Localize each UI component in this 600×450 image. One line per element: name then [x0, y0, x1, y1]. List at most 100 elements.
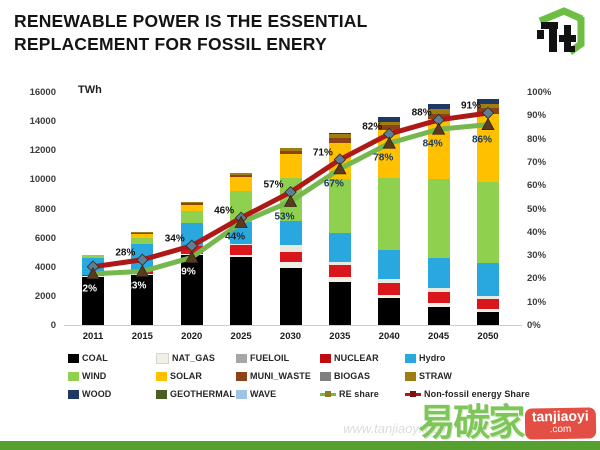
y-axis-left-tick: 14000 — [29, 116, 56, 128]
page-title: RENEWABLE POWER IS THE ESSENTIAL REPLACE… — [14, 10, 368, 56]
legend-item-geothermal: GEOTHERMAL — [156, 388, 235, 400]
share-percent-label: 91% — [460, 100, 482, 112]
bar-segment-fueloil-2045 — [427, 288, 450, 293]
x-axis-year-label: 2030 — [279, 331, 302, 342]
legend-label: SOLAR — [170, 371, 202, 381]
y-axis-right-tick: 0% — [527, 320, 541, 331]
legend-label: RE share — [339, 389, 379, 399]
bar-segment-coal-2015 — [131, 274, 154, 325]
legend-label: FUELOIL — [250, 353, 290, 363]
share-percent-label: 71% — [312, 147, 333, 159]
legend-swatch-icon — [236, 353, 247, 363]
title-line-2: REPLACEMENT FOR FOSSIL ENERY — [14, 34, 327, 54]
company-logo-icon — [537, 7, 585, 55]
watermark-badge: tanjiaoyi .com — [524, 406, 597, 440]
bar-segment-coal-2030 — [279, 268, 302, 325]
bar-segment-coal-2011 — [82, 276, 104, 325]
y-axis-left-tick: 8000 — [34, 203, 56, 215]
legend-swatch-icon — [320, 371, 331, 381]
bar-segment-coal-2035 — [328, 282, 351, 325]
legend-item-solar: SOLAR — [156, 370, 202, 382]
y-axis-left-tick: 2000 — [34, 290, 56, 302]
x-axis-year-label: 2020 — [181, 331, 203, 342]
legend-item-biogas: BIOGAS — [320, 370, 370, 382]
bar-segment-wood-2050 — [477, 98, 499, 104]
share-percent-label: 86% — [471, 134, 493, 146]
y-axis-right-tick: 70% — [527, 156, 547, 168]
y-axis-left-tick: 16000 — [29, 87, 56, 98]
bar-segment-nat_gas-2050 — [477, 309, 499, 313]
bar-segment-coal-2040 — [378, 298, 401, 325]
legend-label: WIND — [82, 371, 107, 381]
footer-accent-bar — [0, 441, 600, 450]
bar-segment-nat_gas-2040 — [378, 294, 401, 299]
legend-line-marker-icon — [320, 390, 336, 399]
legend-label: GEOTHERMAL — [170, 389, 235, 399]
legend-label: NUCLEAR — [334, 353, 379, 363]
watermark-badge-line1: tanjiaoyi — [531, 407, 590, 424]
bar-segment-straw-2050 — [477, 103, 499, 109]
legend-swatch-icon — [405, 353, 416, 363]
x-axis-year-label: 2035 — [329, 331, 351, 342]
share-percent-label: 84% — [422, 138, 443, 150]
share-percent-label: 82% — [362, 121, 383, 133]
legend-swatch-icon — [236, 371, 247, 381]
legend-item-muni-waste: MUNI_WASTE — [236, 370, 311, 382]
legend-item-nuclear: NUCLEAR — [320, 352, 379, 364]
legend-item-fueloil: FUELOIL — [236, 352, 289, 364]
x-axis-year-label: 2045 — [428, 331, 450, 342]
x-axis-year-label: 2050 — [477, 331, 499, 342]
legend-swatch-icon — [156, 371, 167, 381]
legend-label: Hydro — [419, 353, 446, 363]
faint-url-watermark: www.tanjiaoyi.com — [343, 421, 450, 436]
y-axis-right-tick: 100% — [527, 87, 552, 98]
y-axis-left-tick: 0 — [50, 320, 56, 331]
bar-segment-nuclear-2045 — [427, 292, 450, 304]
x-axis-year-label: 2040 — [378, 331, 400, 342]
legend-label: WAVE — [250, 389, 277, 399]
legend-item-hydro: Hydro — [405, 352, 446, 364]
y-axis-right-tick: 60% — [527, 180, 547, 192]
share-percent-label: 22% — [76, 283, 98, 295]
legend-swatch-icon — [156, 389, 167, 399]
y-axis-right-tick: 10% — [527, 296, 547, 308]
bar-segment-nuclear-2040 — [378, 282, 401, 295]
share-percent-label: 28% — [115, 247, 136, 259]
bar-segment-nuclear-2050 — [477, 299, 499, 310]
legend-swatch-icon — [320, 353, 331, 363]
bar-segment-wood-2045 — [427, 104, 450, 110]
legend-swatch-icon — [68, 353, 79, 363]
y-axis-left-tick: 10000 — [29, 174, 56, 186]
share-percent-label: 67% — [323, 178, 344, 190]
bar-segment-fueloil-2050 — [477, 296, 499, 300]
legend-item-wave: WAVE — [236, 388, 276, 400]
legend-label: STRAW — [419, 371, 452, 381]
legend-item-coal: COAL — [68, 352, 108, 364]
bar-segment-nat_gas-2035 — [328, 277, 351, 283]
legend-item-re-share: RE share — [320, 388, 379, 400]
bar-segment-fueloil-2040 — [378, 279, 401, 283]
y-axis-right-tick: 50% — [527, 203, 547, 215]
bar-segment-coal-2045 — [427, 307, 450, 325]
x-axis-year-label: 2025 — [230, 331, 252, 342]
y-axis-left-tick: 4000 — [34, 261, 56, 273]
watermark: 易碳家 tanjiaoyi .com — [418, 402, 597, 443]
watermark-chinese-text: 易碳家 — [418, 402, 525, 443]
y-axis-right-tick: 40% — [527, 226, 547, 238]
legend-item-non-fossil-energy-share: Non-fossil energy Share — [405, 388, 530, 400]
share-percent-label: 34% — [164, 233, 185, 245]
share-percent-label: 23% — [126, 280, 147, 292]
legend-label: Non-fossil energy Share — [424, 389, 530, 399]
share-percent-label: 46% — [214, 205, 235, 217]
y-axis-unit-label: TWh — [78, 84, 102, 96]
share-percent-label: 88% — [411, 107, 432, 119]
legend-swatch-icon — [405, 371, 416, 381]
legend-label: NAT_GAS — [172, 353, 216, 363]
x-axis-line — [64, 325, 522, 326]
y-axis-right-tick: 20% — [527, 273, 547, 285]
share-percent-label: 53% — [274, 211, 295, 222]
legend-swatch-icon — [236, 389, 247, 399]
legend-swatch-icon — [68, 371, 79, 381]
